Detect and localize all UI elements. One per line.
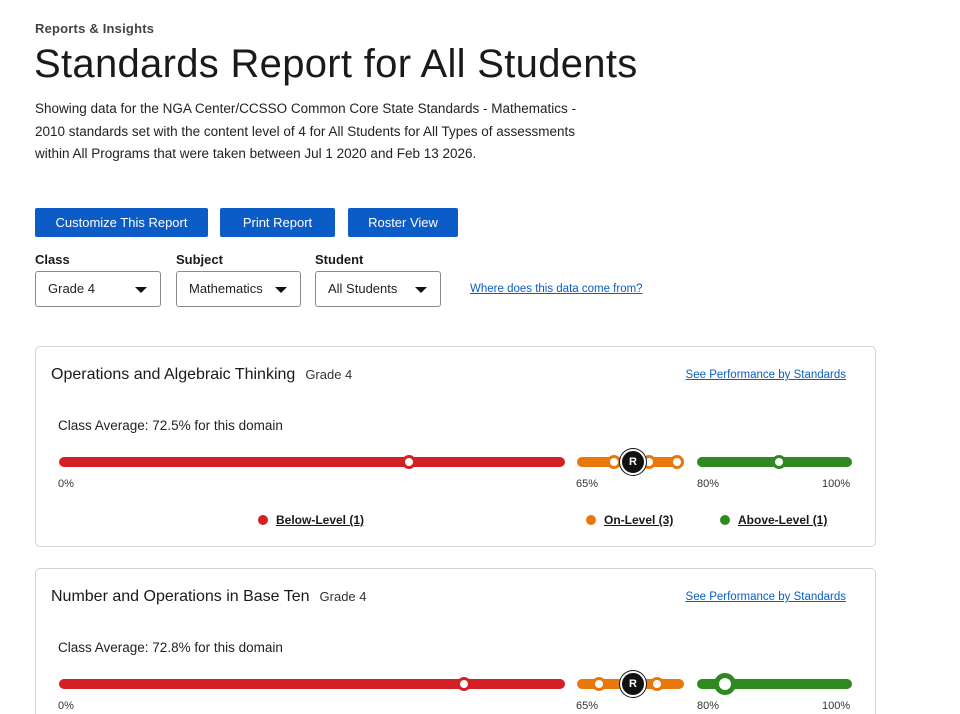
student-dot-on[interactable] [670, 455, 684, 469]
subject-select[interactable]: Mathematics [176, 271, 301, 307]
renaissance-logo-icon: R [620, 449, 646, 475]
renaissance-logo-icon: R [620, 671, 646, 697]
below-level-track [59, 677, 565, 691]
domain-card: Operations and Algebraic Thinking Grade 4… [35, 346, 876, 547]
on-level-track: R [577, 449, 684, 475]
page-title: Standards Report for All Students [34, 42, 638, 86]
tick-label: 100% [822, 700, 851, 712]
tick-label: 80% [697, 700, 720, 712]
report-description: Showing data for the NGA Center/CCSSO Co… [35, 101, 576, 161]
above-level-track [697, 455, 852, 469]
legend-swatch [586, 515, 596, 525]
student-dot-on[interactable] [607, 455, 621, 469]
tick-label: 0% [58, 478, 74, 490]
roster-view-button[interactable]: Roster View [348, 208, 458, 237]
domain-name: Number and Operations in Base Ten [51, 588, 310, 605]
legend-label: Below-Level (1) [276, 513, 365, 527]
data-source-link[interactable]: Where does this data come from? [470, 283, 643, 295]
see-performance-link[interactable]: See Performance by Standards [685, 369, 846, 381]
legend-above-level[interactable]: Above-Level (1) [720, 513, 827, 527]
legend-on-level[interactable]: On-Level (3) [586, 513, 673, 527]
domain-grade: Grade 4 [319, 589, 367, 604]
legend-label: On-Level (3) [604, 513, 674, 527]
student-dot-above[interactable] [772, 455, 786, 469]
student-dot-below[interactable] [457, 677, 471, 691]
student-dot-below[interactable] [402, 455, 416, 469]
tick-label: 80% [697, 478, 720, 490]
student-dot-above[interactable] [714, 673, 736, 695]
on-level-track: R [577, 671, 684, 697]
student-dot-on[interactable] [650, 677, 664, 691]
student-select[interactable]: All Students [315, 271, 441, 307]
breadcrumb: Reports & Insights [35, 21, 155, 36]
subject-filter-label: Subject [176, 252, 223, 267]
class-average: Class Average: 72.8% for this domain [58, 640, 283, 655]
domain-card: Number and Operations in Base Ten Grade 4… [35, 568, 876, 714]
class-average: Class Average: 72.5% for this domain [58, 418, 283, 433]
subject-select-value: Mathematics [189, 281, 263, 296]
below-level-track [59, 455, 565, 469]
student-dot-on[interactable] [592, 677, 606, 691]
see-performance-link[interactable]: See Performance by Standards [685, 591, 846, 603]
tick-label: 65% [576, 700, 599, 712]
legend-swatch [258, 515, 268, 525]
tick-label: 65% [576, 478, 599, 490]
student-select-value: All Students [328, 281, 398, 296]
print-report-button[interactable]: Print Report [220, 208, 335, 237]
tick-label: 100% [822, 478, 851, 490]
class-select-value: Grade 4 [48, 281, 95, 296]
student-filter-label: Student [315, 252, 364, 267]
above-level-track [697, 673, 852, 695]
domain-title: Operations and Algebraic Thinking Grade 4 [51, 366, 352, 384]
customize-report-button[interactable]: Customize This Report [35, 208, 208, 237]
legend-label: Above-Level (1) [738, 513, 828, 527]
legend-below-level[interactable]: Below-Level (1) [258, 513, 364, 527]
domain-title: Number and Operations in Base Ten Grade 4 [51, 588, 367, 606]
chevron-down-icon [275, 287, 287, 293]
domain-grade: Grade 4 [305, 367, 353, 382]
chevron-down-icon [415, 287, 427, 293]
legend-swatch [720, 515, 730, 525]
class-select[interactable]: Grade 4 [35, 271, 161, 307]
tick-label: 0% [58, 700, 74, 712]
class-filter-label: Class [35, 252, 70, 267]
domain-name: Operations and Algebraic Thinking [51, 366, 296, 383]
chevron-down-icon [135, 287, 147, 293]
